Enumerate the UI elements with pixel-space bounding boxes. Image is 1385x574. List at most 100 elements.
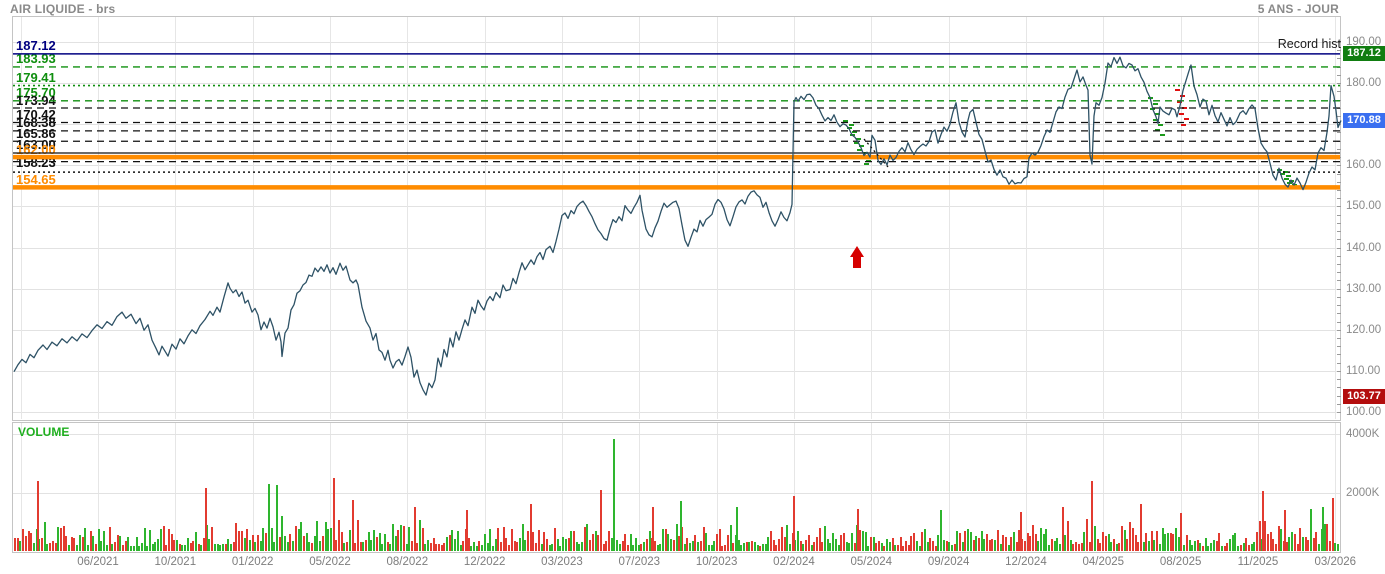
volume-bar — [1153, 540, 1156, 551]
volume-bar — [130, 546, 133, 551]
volume-bar — [799, 541, 802, 551]
volume-bar — [675, 524, 678, 551]
volume-bar — [367, 531, 370, 551]
volume-bar — [135, 537, 138, 551]
volume-bar — [748, 542, 751, 551]
volume-bar — [1280, 528, 1283, 551]
volume-bar — [1104, 536, 1107, 551]
volume-bar — [181, 544, 184, 551]
volume-bar — [502, 527, 505, 551]
axis-minor-tick — [1337, 296, 1341, 298]
volume-bar — [1018, 529, 1021, 551]
axis-minor-tick — [1337, 198, 1341, 200]
h-grid-line — [13, 247, 1340, 249]
volume-bar — [429, 542, 432, 551]
volume-bar — [845, 541, 848, 551]
volume-bar — [184, 545, 187, 551]
timeframe-label: 5 ANS - JOUR — [1257, 2, 1339, 16]
volume-bar — [105, 544, 108, 551]
volume-bar — [1148, 540, 1150, 551]
volume-bar — [740, 544, 743, 551]
volume-bar — [818, 527, 821, 551]
volume-bar — [16, 538, 19, 551]
volume-spike-bar — [1262, 491, 1265, 551]
axis-minor-tick — [1337, 116, 1341, 117]
volume-bar — [999, 544, 1002, 551]
volume-section-label: VOLUME — [18, 425, 70, 439]
axis-minor-tick — [1337, 148, 1341, 150]
volume-bar — [659, 543, 662, 551]
volume-bar — [1110, 541, 1113, 551]
volume-bar — [27, 530, 30, 551]
volume-bar — [667, 533, 670, 551]
axis-minor-tick — [1337, 329, 1341, 331]
volume-bar — [473, 542, 475, 551]
volume-bar — [32, 542, 35, 551]
record-high-annotation: Record hist — [1277, 37, 1341, 51]
v-grid-line — [329, 17, 331, 419]
volume-bar — [51, 540, 54, 551]
volume-bar — [926, 542, 929, 551]
volume-bar — [138, 545, 141, 551]
volume-bar — [149, 530, 151, 551]
volume-bar — [383, 533, 386, 551]
volume-bar — [243, 538, 246, 551]
volume-bar — [1131, 528, 1134, 551]
y-axis-label: 100.00 — [1346, 405, 1382, 418]
volume-bar — [1161, 528, 1164, 551]
volume-bar — [478, 540, 481, 551]
volume-bar — [122, 544, 124, 551]
signal-tick — [857, 148, 862, 151]
volume-bar — [572, 531, 575, 551]
volume-bar — [30, 533, 33, 551]
volume-bar — [289, 534, 292, 551]
h-grid-line — [13, 165, 1340, 167]
v-grid-line — [329, 423, 331, 551]
signal-tick — [1160, 134, 1165, 137]
volume-bar — [967, 529, 970, 551]
volume-bar — [691, 540, 694, 551]
volume-bar — [416, 542, 419, 551]
volume-bar — [913, 533, 916, 551]
volume-bar — [157, 538, 160, 551]
axis-minor-tick — [1337, 395, 1341, 397]
price-badge: 170.88 — [1343, 112, 1385, 128]
volume-bar — [1150, 530, 1153, 551]
volume-bar — [1188, 540, 1191, 551]
volume-bar — [192, 541, 195, 551]
volume-bar — [861, 530, 864, 551]
volume-bar — [1304, 537, 1307, 551]
volume-bar — [1142, 542, 1145, 551]
volume-bar — [329, 528, 332, 551]
volume-spike-bar — [205, 488, 208, 551]
volume-bar — [961, 542, 964, 551]
volume-bar — [977, 537, 980, 551]
volume-bar — [70, 537, 73, 551]
volume-bar — [1231, 534, 1234, 551]
volume-bar — [724, 545, 727, 551]
volume-bar — [626, 545, 629, 551]
volume-bar — [851, 533, 853, 551]
volume-spike-bar — [37, 480, 40, 551]
volume-bar — [540, 543, 543, 551]
volume-bar — [1010, 537, 1013, 551]
volume-bar — [551, 544, 554, 551]
volume-bar — [848, 543, 851, 551]
v-grid-line — [716, 17, 718, 419]
volume-bar — [1312, 538, 1315, 551]
volume-bar — [354, 542, 357, 551]
volume-bar — [1121, 526, 1123, 551]
x-axis-label: 04/2025 — [1082, 556, 1125, 568]
volume-bar — [127, 536, 130, 551]
x-axis-label: 12/2024 — [1005, 556, 1047, 568]
volume-bar — [1067, 521, 1069, 551]
axis-minor-tick — [1337, 321, 1341, 323]
volume-bar — [59, 527, 62, 551]
volume-bar — [821, 542, 824, 551]
volume-bar — [1164, 533, 1167, 551]
volume-bar — [826, 539, 829, 551]
volume-bar — [718, 528, 721, 551]
volume-bar — [1064, 535, 1067, 551]
signal-tick — [1181, 124, 1186, 127]
volume-bar — [1274, 544, 1277, 551]
